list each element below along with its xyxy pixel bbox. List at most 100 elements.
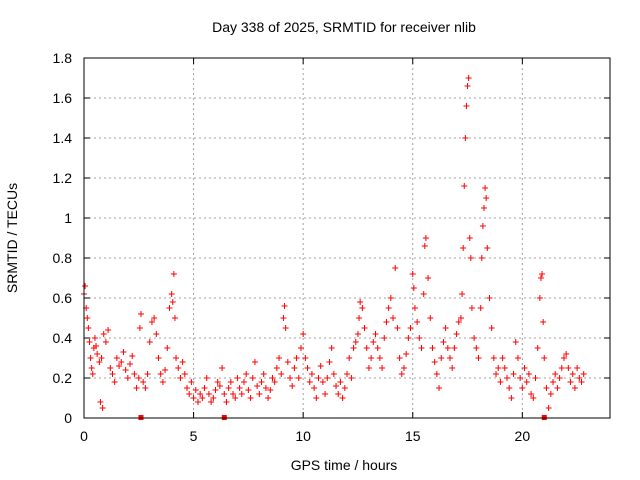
- data-point: [120, 349, 127, 355]
- data-point: [142, 385, 149, 391]
- data-point: [541, 355, 548, 361]
- data-point: [219, 365, 226, 371]
- data-point: [478, 255, 485, 261]
- data-point: [262, 385, 269, 391]
- data-point: [210, 395, 217, 401]
- data-point: [466, 235, 473, 241]
- data-point: [473, 345, 480, 351]
- data-point: [463, 103, 470, 109]
- data-point: [236, 385, 243, 391]
- data-point: [374, 345, 381, 351]
- y-tick-label: 0.2: [53, 370, 73, 386]
- data-point: [322, 391, 329, 397]
- data-point: [118, 359, 125, 365]
- data-point: [124, 375, 131, 381]
- data-point: [304, 365, 311, 371]
- data-point: [578, 379, 585, 385]
- data-point: [203, 375, 210, 381]
- data-point: [281, 303, 288, 309]
- data-point: [135, 375, 142, 381]
- data-point: [190, 395, 197, 401]
- data-point: [247, 395, 254, 401]
- data-point: [565, 365, 572, 371]
- data-point: [510, 371, 517, 377]
- data-point: [96, 359, 103, 365]
- data-point: [571, 385, 578, 391]
- data-point: [348, 375, 355, 381]
- data-point: [488, 325, 495, 331]
- data-point: [433, 371, 440, 377]
- data-point: [444, 345, 451, 351]
- data-point: [550, 379, 557, 385]
- data-point: [269, 375, 276, 381]
- data-point: [344, 371, 350, 377]
- data-point: [495, 365, 502, 371]
- data-point: [113, 355, 120, 361]
- data-point: [153, 331, 160, 337]
- data-point: [181, 371, 188, 377]
- y-tick-label: 1.8: [53, 50, 73, 66]
- data-point: [131, 371, 138, 377]
- data-point: [447, 355, 454, 361]
- data-point: [459, 291, 466, 297]
- data-point: [102, 339, 109, 345]
- data-point: [221, 391, 228, 397]
- data-point: [554, 385, 561, 391]
- data-point: [503, 375, 510, 381]
- data-point: [148, 319, 155, 325]
- data-point: [295, 375, 302, 381]
- data-point: [392, 265, 399, 271]
- data-point: [418, 345, 425, 351]
- data-point: [300, 331, 307, 337]
- data-point: [105, 327, 112, 333]
- data-point: [98, 355, 105, 361]
- data-point: [177, 375, 184, 381]
- data-point: [567, 379, 574, 385]
- data-point: [465, 75, 472, 81]
- data-point: [258, 379, 265, 385]
- y-tick-label: 1: [64, 210, 72, 226]
- x-tick-label: 5: [190, 428, 198, 444]
- data-point: [337, 379, 344, 385]
- data-point: [376, 355, 383, 361]
- data-point: [497, 379, 504, 385]
- data-point: [552, 371, 559, 377]
- data-point: [326, 359, 333, 365]
- data-point: [558, 365, 565, 371]
- data-point: [254, 383, 261, 389]
- data-point: [396, 355, 403, 361]
- x-tick-label: 15: [405, 428, 421, 444]
- data-point: [289, 383, 296, 389]
- data-point: [273, 365, 280, 371]
- data-point: [563, 351, 570, 357]
- data-point: [315, 375, 322, 381]
- data-point: [359, 305, 366, 311]
- data-point: [475, 355, 482, 361]
- data-point: [243, 371, 250, 377]
- data-point: [111, 379, 118, 385]
- data-point: [184, 385, 191, 391]
- data-point: [265, 395, 272, 401]
- data-point: [368, 355, 375, 361]
- data-point: [227, 379, 234, 385]
- data-point: [467, 255, 474, 261]
- data-point: [100, 331, 107, 337]
- data-point: [256, 391, 263, 397]
- data-point: [94, 351, 101, 357]
- data-point: [523, 379, 530, 385]
- y-tick-label: 1.4: [53, 130, 73, 146]
- data-point: [480, 205, 487, 211]
- data-point: [276, 355, 283, 361]
- data-point: [313, 395, 320, 401]
- data-point: [317, 363, 324, 369]
- data-point: [512, 339, 519, 345]
- data-point: [223, 399, 230, 405]
- data-point: [560, 355, 567, 361]
- data-point: [514, 355, 521, 361]
- data-point: [519, 385, 526, 391]
- data-point: [238, 391, 245, 397]
- data-point: [240, 379, 247, 385]
- data-point: [501, 365, 508, 371]
- data-point: [365, 365, 372, 371]
- data-point: [267, 387, 274, 393]
